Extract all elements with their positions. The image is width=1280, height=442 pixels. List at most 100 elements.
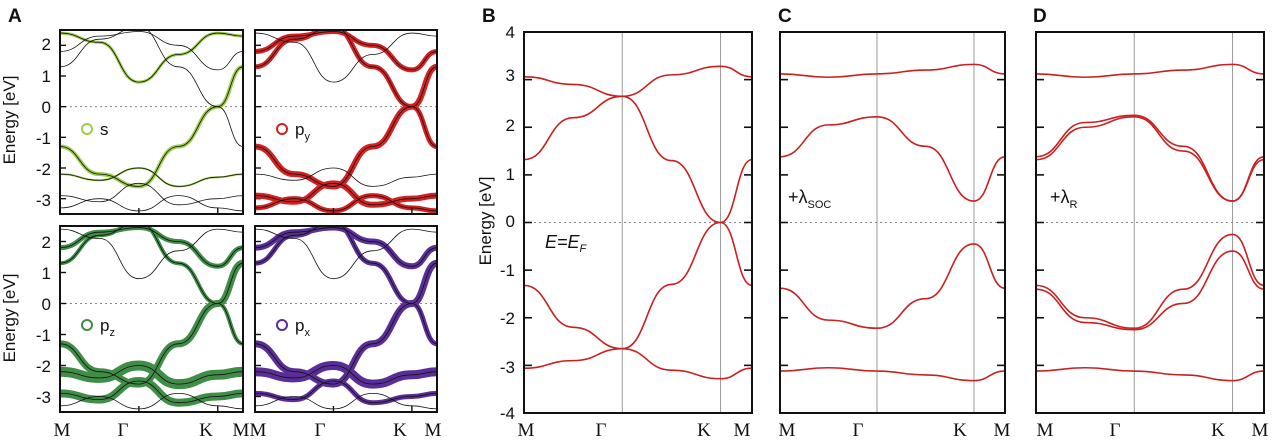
svg-text:0: 0 bbox=[42, 295, 51, 314]
band-c-0 bbox=[779, 63, 1006, 79]
panel-label-c: C bbox=[778, 6, 792, 27]
band-b-0 bbox=[523, 65, 753, 98]
svg-text:-1: -1 bbox=[500, 261, 515, 280]
svg-text:M: M bbox=[994, 420, 1011, 441]
svg-text:Γ: Γ bbox=[596, 420, 607, 441]
band-a-3-5 bbox=[255, 392, 437, 410]
band-a-1-3 bbox=[255, 167, 437, 187]
frame-a-1 bbox=[254, 29, 438, 215]
panels-bcd bbox=[523, 31, 1265, 414]
frame-b bbox=[523, 31, 753, 414]
band-a-3-6 bbox=[255, 227, 437, 267]
band-c-3 bbox=[779, 366, 1006, 382]
band-d-4 bbox=[1035, 250, 1265, 331]
band-a-3-0 bbox=[255, 226, 437, 345]
svg-text:M: M bbox=[250, 420, 267, 441]
svg-text:+λSOC: +λSOC bbox=[788, 187, 831, 211]
orbital-sub-2: z bbox=[109, 327, 115, 339]
weighted-band-a-3 bbox=[255, 226, 437, 270]
k-labels-bcd: M Γ K M M Γ K M M Γ K M bbox=[518, 420, 1269, 441]
svg-text:+λR: +λR bbox=[1050, 187, 1078, 211]
orbital-marker-2 bbox=[81, 319, 93, 331]
band-a-0-5 bbox=[60, 195, 243, 212]
svg-text:M: M bbox=[233, 420, 250, 441]
svg-text:K: K bbox=[697, 420, 711, 441]
annotation-d: +λR bbox=[1050, 187, 1078, 211]
band-c-1 bbox=[779, 115, 1006, 202]
band-a-2-2 bbox=[60, 228, 243, 280]
band-d-3 bbox=[1035, 233, 1265, 330]
svg-text:-3: -3 bbox=[36, 191, 51, 210]
band-a-3-4 bbox=[255, 380, 437, 404]
svg-text:M: M bbox=[1037, 420, 1054, 441]
band-d-2 bbox=[1035, 115, 1265, 202]
panel-label-b: B bbox=[482, 6, 496, 27]
band-a-0-3 bbox=[60, 167, 243, 187]
annotation-c: +λSOC bbox=[788, 187, 831, 211]
orbital-sub-1: y bbox=[304, 131, 310, 143]
svg-text:-2: -2 bbox=[36, 357, 51, 376]
band-a-2-4 bbox=[60, 380, 243, 404]
svg-text:0: 0 bbox=[506, 212, 515, 231]
orbital-label-2: pz bbox=[100, 316, 115, 339]
band-a-1-2 bbox=[255, 32, 437, 83]
orbital-main-3: p bbox=[295, 316, 304, 335]
y-ticks-a-top: 2 1 0 -1 -2 -3 bbox=[36, 35, 51, 210]
weighted-band-a-3 bbox=[255, 226, 437, 347]
band-a-0-1 bbox=[60, 66, 243, 187]
orbital-marker-1 bbox=[276, 123, 288, 135]
svg-text:M: M bbox=[518, 420, 535, 441]
band-b-3 bbox=[523, 347, 753, 380]
orbital-main-1: p bbox=[295, 120, 304, 139]
k-labels-a: M Γ K M M Γ K M bbox=[54, 420, 442, 441]
svg-text:2: 2 bbox=[506, 116, 515, 135]
orbital-label-1: py bbox=[295, 120, 310, 143]
band-a-2-5 bbox=[60, 392, 243, 410]
band-a-1-6 bbox=[255, 31, 437, 71]
svg-text:E=EF: E=EF bbox=[545, 232, 588, 255]
band-c-2 bbox=[779, 243, 1006, 330]
weighted-band-a-2 bbox=[60, 376, 243, 407]
svg-text:-2: -2 bbox=[36, 160, 51, 179]
svg-text:K: K bbox=[199, 420, 213, 441]
svg-text:Γ: Γ bbox=[853, 420, 864, 441]
panel-label-a: A bbox=[8, 6, 22, 27]
svg-text:1: 1 bbox=[506, 165, 515, 184]
y-ticks-a-bottom: 2 1 0 -1 -2 -3 bbox=[36, 233, 51, 407]
y-ticks-b: 4 3 2 1 0 -1 -2 -3 -4 bbox=[500, 23, 515, 423]
svg-text:M: M bbox=[734, 420, 751, 441]
svg-text:-2: -2 bbox=[500, 309, 515, 328]
frame-a-0 bbox=[59, 29, 244, 215]
frame-a-2 bbox=[59, 225, 244, 413]
svg-text:K: K bbox=[1211, 420, 1225, 441]
orbital-label-0: s bbox=[100, 120, 109, 139]
orbital-label-3: px bbox=[295, 316, 310, 339]
bands-a-0 bbox=[60, 30, 243, 212]
band-a-1-0 bbox=[255, 30, 437, 147]
bands-a-2 bbox=[60, 226, 243, 410]
band-a-2-6 bbox=[60, 227, 243, 267]
svg-text:-1: -1 bbox=[36, 129, 51, 148]
frame-c bbox=[779, 31, 1006, 414]
annotation-b: E=EF bbox=[545, 232, 588, 255]
orbital-sub-3: x bbox=[304, 327, 310, 339]
svg-text:Γ: Γ bbox=[315, 420, 326, 441]
svg-text:-3: -3 bbox=[36, 388, 51, 407]
svg-text:K: K bbox=[393, 420, 407, 441]
y-axis-label-a-bottom: Energy [eV] bbox=[0, 274, 19, 363]
svg-text:M: M bbox=[425, 420, 442, 441]
bands-a-3 bbox=[255, 226, 437, 410]
svg-text:2: 2 bbox=[42, 35, 51, 54]
orbital-main-2: p bbox=[100, 316, 109, 335]
band-a-1-1 bbox=[255, 66, 437, 187]
orbital-marker-0 bbox=[81, 123, 93, 135]
band-a-0-6 bbox=[60, 31, 243, 71]
svg-text:M: M bbox=[1252, 420, 1269, 441]
y-axis-label-a-top: Energy [eV] bbox=[0, 76, 19, 165]
band-d-5 bbox=[1035, 366, 1265, 382]
band-a-3-1 bbox=[255, 262, 437, 385]
band-a-1-4 bbox=[255, 182, 437, 206]
band-d-0 bbox=[1035, 63, 1265, 79]
